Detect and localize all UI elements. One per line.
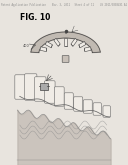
Polygon shape	[45, 41, 52, 48]
Polygon shape	[64, 38, 67, 46]
Text: FIG. 11: FIG. 11	[20, 90, 50, 99]
FancyBboxPatch shape	[25, 74, 37, 100]
FancyBboxPatch shape	[64, 93, 73, 109]
Polygon shape	[31, 32, 100, 53]
Text: FIG. 10: FIG. 10	[20, 13, 50, 22]
Polygon shape	[40, 47, 47, 52]
FancyBboxPatch shape	[35, 77, 46, 101]
Polygon shape	[71, 38, 77, 46]
Polygon shape	[84, 47, 91, 52]
FancyBboxPatch shape	[74, 97, 83, 111]
Text: 400: 400	[22, 44, 29, 48]
FancyBboxPatch shape	[40, 83, 48, 90]
Text: Patent Application Publication    Nov. 3, 2011   Sheet 4 of 11    US 2011/000849: Patent Application Publication Nov. 3, 2…	[1, 3, 127, 7]
FancyBboxPatch shape	[54, 87, 64, 106]
FancyBboxPatch shape	[83, 100, 92, 113]
FancyBboxPatch shape	[15, 75, 28, 99]
FancyBboxPatch shape	[103, 106, 110, 117]
FancyBboxPatch shape	[62, 56, 69, 62]
FancyBboxPatch shape	[93, 103, 101, 115]
Polygon shape	[79, 41, 86, 48]
FancyBboxPatch shape	[44, 81, 55, 103]
Polygon shape	[54, 38, 60, 46]
